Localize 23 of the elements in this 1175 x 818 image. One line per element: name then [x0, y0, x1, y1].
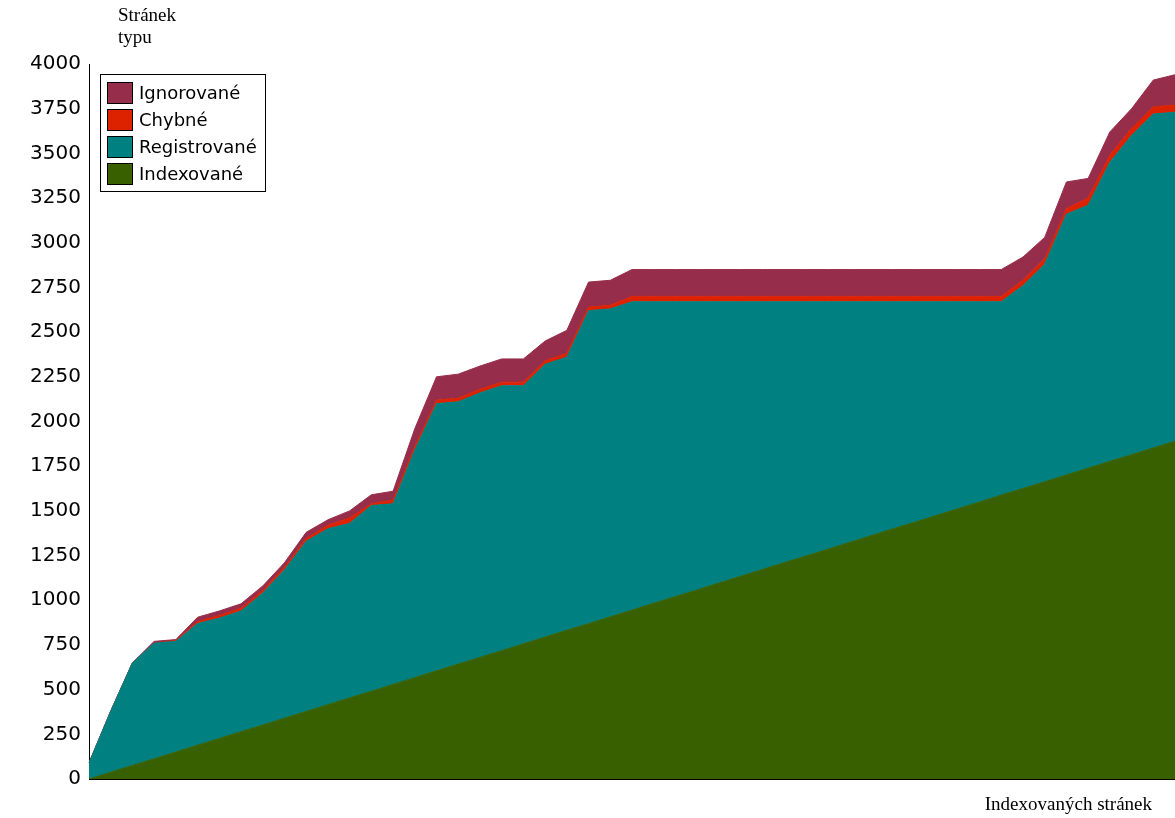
- y-tick-label: 3000: [30, 228, 81, 253]
- y-tick-label: 250: [42, 720, 81, 745]
- y-tick-label: 2750: [30, 273, 81, 298]
- legend-label: Chybné: [139, 109, 208, 130]
- y-tick-label: 500: [42, 675, 81, 700]
- y-tick-label: 3250: [30, 184, 81, 209]
- y-tick-label: 0: [68, 765, 81, 790]
- legend-label: Indexované: [139, 163, 244, 184]
- y-tick-label: 3750: [30, 94, 81, 119]
- y-tick-label: 2500: [30, 318, 81, 343]
- legend-label: Ignorované: [139, 82, 241, 103]
- y-tick-label: 3500: [30, 139, 81, 164]
- y-axis-title: Stránek typu: [118, 4, 178, 48]
- legend-label: Registrované: [139, 136, 257, 157]
- y-tick-label: 1000: [30, 586, 81, 611]
- y-tick-label: 2250: [30, 363, 81, 388]
- y-tick-label: 1750: [30, 452, 81, 477]
- y-tick-label: 4000: [30, 50, 81, 75]
- x-axis-title: Indexovaných stránek: [984, 793, 1152, 815]
- y-tick-label: 1500: [30, 497, 81, 522]
- y-tick-label: 750: [42, 631, 81, 656]
- y-tick-label: 2000: [30, 407, 81, 432]
- y-tick-label: 1250: [30, 541, 81, 566]
